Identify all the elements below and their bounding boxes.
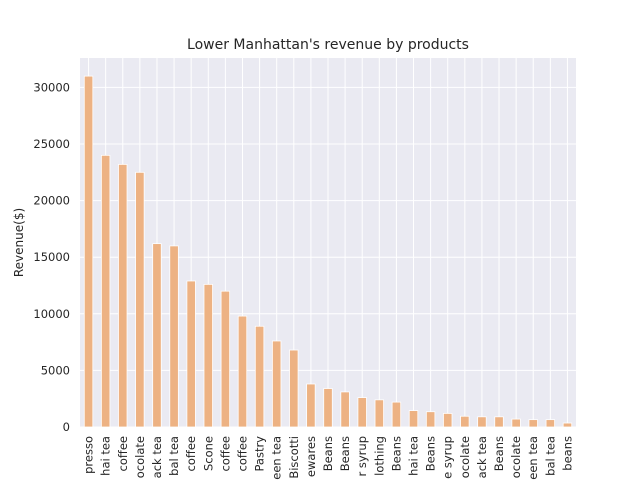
- x-tick-label: een tea: [270, 436, 284, 480]
- bar: [408, 410, 419, 428]
- y-tick-label: 15000: [33, 250, 70, 264]
- bar: [460, 415, 470, 428]
- bar: [186, 280, 196, 428]
- bar: [443, 413, 453, 428]
- x-tick-label: Biscotti: [287, 436, 301, 479]
- x-tick-label: lothing: [372, 436, 386, 476]
- x-tick-label: Beans: [424, 436, 438, 471]
- y-tick-label: 30000: [33, 80, 70, 94]
- bar: [528, 419, 538, 428]
- x-tick-label: r syrup: [355, 436, 369, 477]
- bar: [374, 399, 384, 428]
- x-tick-label: bal tea: [167, 436, 181, 476]
- bar: [494, 416, 504, 428]
- x-tick-label: ocolate: [509, 436, 523, 478]
- y-axis-label: Revenue($): [12, 208, 26, 277]
- x-tick-label: bal tea: [543, 436, 557, 476]
- x-tick-label: ocolate: [133, 436, 147, 478]
- bar: [545, 419, 556, 428]
- bar: [425, 411, 436, 428]
- bar: [100, 154, 111, 428]
- bar: [237, 315, 248, 428]
- x-tick-label: een tea: [526, 436, 540, 480]
- x-tick-label: ewares: [304, 436, 318, 477]
- bar: [340, 391, 350, 428]
- x-tick-label: coffee: [235, 436, 249, 471]
- bar: [289, 349, 299, 428]
- x-tick-label: hai tea: [99, 436, 113, 476]
- y-tick-label: 0: [63, 420, 70, 434]
- bar: [152, 243, 162, 428]
- x-tick-label: ack tea: [150, 436, 164, 478]
- y-tick-label: 10000: [33, 307, 70, 321]
- x-tick-label: Beans: [338, 436, 352, 471]
- y-axis-ticks: 0 5000 10000 15000 20000 25000 30000: [33, 80, 70, 434]
- x-tick-label: coffee: [218, 436, 232, 471]
- bar: [391, 401, 402, 428]
- x-tick-label: Pastry: [253, 436, 267, 472]
- bars: [83, 75, 573, 428]
- bar: [511, 418, 521, 428]
- y-tick-label: 20000: [33, 194, 70, 208]
- bar: [83, 75, 94, 428]
- bar: [357, 397, 367, 428]
- x-tick-label: ocolate: [458, 436, 472, 478]
- x-tick-label: coffee: [116, 436, 130, 471]
- bar: [272, 340, 282, 428]
- bar: [169, 245, 179, 428]
- bar: [220, 290, 231, 428]
- y-tick-label: 25000: [33, 137, 70, 151]
- x-tick-label: Beans: [321, 436, 335, 471]
- bar: [323, 388, 333, 428]
- bar: [306, 383, 316, 428]
- x-tick-label: Beans: [492, 436, 506, 471]
- bar: [477, 416, 487, 428]
- x-tick-label: beans: [560, 436, 574, 471]
- bar: [135, 171, 145, 428]
- x-tick-label: Scone: [201, 436, 215, 471]
- x-tick-label: presso: [82, 436, 96, 474]
- bar: [118, 163, 128, 428]
- x-tick-label: e syrup: [441, 436, 455, 479]
- x-tick-label: Beans: [389, 436, 403, 471]
- x-tick-label: hai tea: [407, 436, 421, 476]
- bar: [203, 283, 213, 428]
- bar: [562, 422, 573, 428]
- x-tick-label: ack tea: [475, 436, 489, 478]
- x-tick-label: coffee: [184, 436, 198, 471]
- chart-title: Lower Manhattan's revenue by products: [187, 37, 469, 53]
- y-tick-label: 5000: [41, 363, 70, 377]
- bar: [254, 325, 265, 428]
- x-axis-ticks: presso hai tea coffee ocolate ack tea bal tea…: [82, 436, 575, 480]
